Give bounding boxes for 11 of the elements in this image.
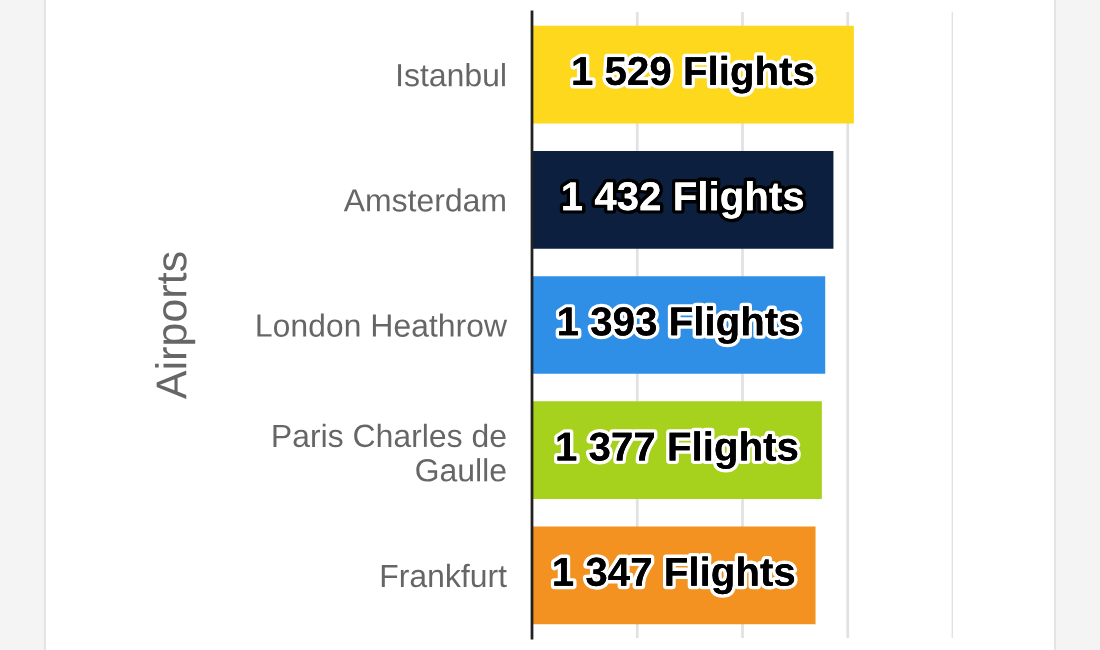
data-label: 1 393 Flights [559, 306, 799, 344]
data-label: 1 347 Flights [554, 556, 795, 595]
y-tick-label: London Heathrow [257, 313, 508, 337]
data-label: 1 377 Flights [557, 431, 798, 470]
y-tick-label: Amsterdam [343, 188, 505, 212]
y-tick-label: Frankfurt [381, 563, 507, 588]
y-tick-label: Paris Charles de Gaulle [273, 423, 506, 482]
data-label: 1 529 Flights [573, 55, 814, 94]
y-axis-title: Airports [155, 252, 196, 400]
data-label: 1 432 Flights [563, 180, 804, 219]
y-tick-label: Istanbul [398, 63, 505, 87]
